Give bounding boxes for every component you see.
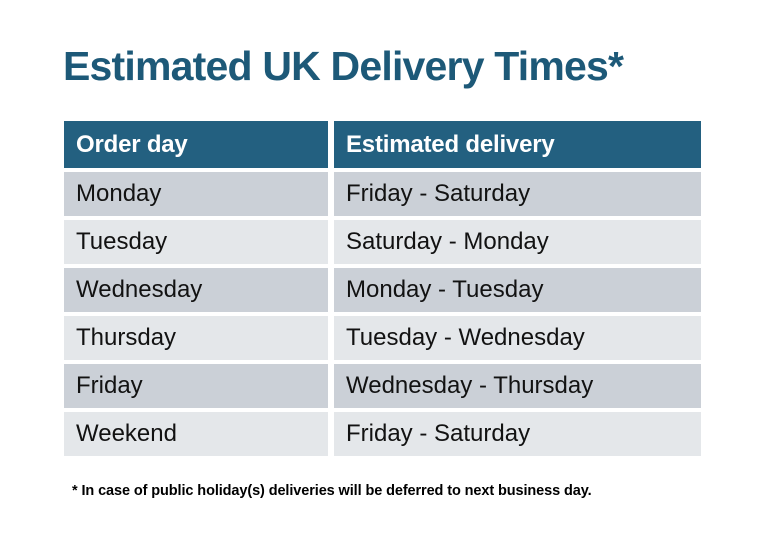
table-cell-estimated-delivery: Monday - Tuesday xyxy=(334,268,701,312)
table-cell-order-day: Thursday xyxy=(64,316,328,360)
table-cell-order-day: Monday xyxy=(64,172,328,216)
table-cell-estimated-delivery: Friday - Saturday xyxy=(334,172,701,216)
table-cell-estimated-delivery: Friday - Saturday xyxy=(334,412,701,456)
table-cell-estimated-delivery: Wednesday - Thursday xyxy=(334,364,701,408)
column-header-estimated-delivery: Estimated delivery xyxy=(334,121,701,168)
table-cell-estimated-delivery: Tuesday - Wednesday xyxy=(334,316,701,360)
delivery-times-table: Order day Estimated delivery Monday Frid… xyxy=(64,121,701,456)
table-cell-order-day: Weekend xyxy=(64,412,328,456)
footnote: * In case of public holiday(s) deliverie… xyxy=(72,483,592,499)
table-cell-order-day: Wednesday xyxy=(64,268,328,312)
page-title: Estimated UK Delivery Times* xyxy=(63,43,624,89)
table-cell-order-day: Tuesday xyxy=(64,220,328,264)
table-cell-order-day: Friday xyxy=(64,364,328,408)
table-cell-estimated-delivery: Saturday - Monday xyxy=(334,220,701,264)
column-header-order-day: Order day xyxy=(64,121,328,168)
